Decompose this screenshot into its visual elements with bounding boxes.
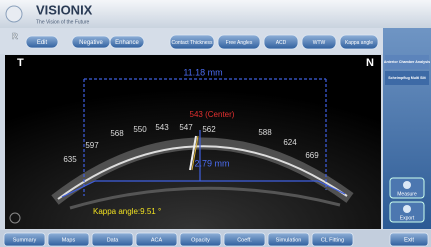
tab-label[interactable]: Opacity bbox=[191, 237, 210, 243]
app-icon bbox=[6, 6, 22, 22]
measure-tool-label[interactable]: WTW bbox=[313, 40, 326, 46]
thickness-label: 624 bbox=[283, 138, 297, 147]
kappa-angle: Kappa angle:9.51 ° bbox=[93, 207, 161, 216]
thickness-label: 543 bbox=[155, 123, 169, 132]
tab-label[interactable]: Coeff. bbox=[237, 237, 252, 243]
logo: VISIONIX bbox=[36, 2, 93, 17]
thickness-label: 547 bbox=[179, 123, 193, 132]
tagline: The Vision of the Future bbox=[36, 19, 89, 25]
measure-tool-label[interactable]: Free Angles bbox=[226, 40, 253, 46]
exit-button-label[interactable]: Exit bbox=[404, 238, 414, 244]
thickness-label: 568 bbox=[110, 129, 124, 138]
tab-label[interactable]: Data bbox=[107, 237, 120, 243]
page: {"header": {"logo": "VISIONIX", "tagline… bbox=[0, 0, 431, 247]
tab-label[interactable]: CL Fitting bbox=[321, 237, 344, 243]
thickness-label: 635 bbox=[63, 155, 77, 164]
screen: VISIONIX The Vision of the Future R T N … bbox=[0, 0, 431, 247]
panel-action-label[interactable]: Measure bbox=[397, 191, 417, 197]
measure-tool-label[interactable]: Contact Thickness bbox=[171, 40, 213, 46]
center-label: 543 (Center) bbox=[190, 110, 235, 119]
eye-label: R bbox=[12, 32, 18, 41]
thickness-label: 588 bbox=[258, 128, 272, 137]
temporal-label: T bbox=[17, 57, 24, 69]
measure-tool-label[interactable]: Kappa angle bbox=[345, 40, 373, 46]
tool-button-label[interactable]: Edit bbox=[37, 40, 48, 46]
panel-action-label[interactable]: Export bbox=[400, 215, 415, 221]
panel-action-icon[interactable] bbox=[403, 181, 411, 189]
width-label: 11.18 mm bbox=[183, 67, 222, 77]
panel-action-icon[interactable] bbox=[403, 205, 411, 213]
panel-item-label[interactable]: Anterior Chamber Analysis bbox=[384, 60, 430, 64]
measure-tool-label[interactable]: ACD bbox=[276, 40, 287, 46]
tab-label[interactable]: Maps bbox=[62, 237, 76, 243]
thickness-label: 550 bbox=[133, 125, 147, 134]
tab-label[interactable]: ACA bbox=[151, 237, 163, 243]
thickness-label: 597 bbox=[85, 141, 99, 150]
panel-item-label[interactable]: Scheimpflug Multi Slit bbox=[388, 76, 426, 80]
nasal-label: N bbox=[366, 57, 374, 69]
tool-button-label[interactable]: Negative bbox=[79, 40, 103, 46]
tab-label[interactable]: Simulation bbox=[276, 237, 302, 243]
tool-button-label[interactable]: Enhance bbox=[115, 40, 139, 46]
thickness-label: 669 bbox=[305, 151, 319, 160]
depth-label: 2.79 mm bbox=[194, 158, 229, 168]
tab-label[interactable]: Summary bbox=[13, 237, 37, 243]
thickness-label: 562 bbox=[202, 125, 216, 134]
